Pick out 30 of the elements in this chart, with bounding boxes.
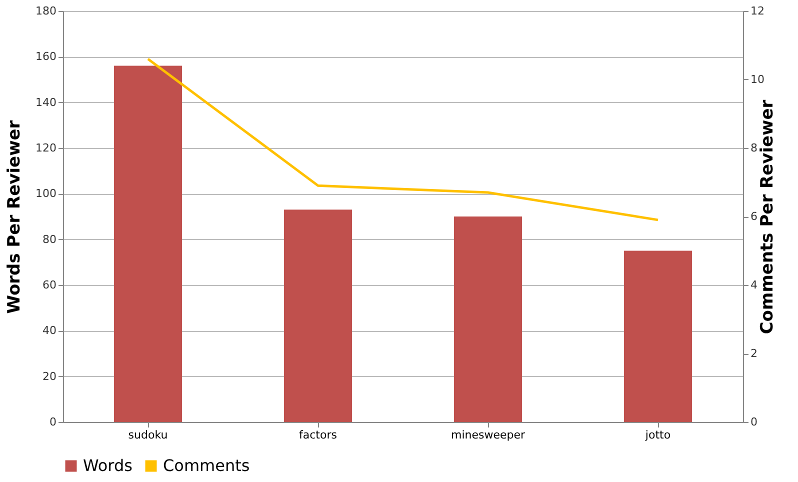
x-tick-label: factors [299,428,338,442]
y-tick-label: 160 [36,50,56,64]
y-tick-label: 180 [36,4,56,18]
y2-tick-label: 12 [750,4,764,18]
y2-tick-label: 6 [750,210,758,223]
line-series [146,58,660,222]
legend-label: Comments [163,456,250,475]
y2-tick-label: 8 [750,142,758,154]
y-tick-label: 120 [36,142,56,154]
bar [284,210,352,422]
y2-tick-label: 2 [750,347,758,360]
y-tick-label: 40 [42,324,56,338]
y-tick-label: 20 [42,370,56,383]
bar [454,216,522,422]
legend-label: Words [83,456,132,475]
bar [624,250,692,422]
x-tick-label: sudoku [128,428,168,442]
x-tick-label: minesweeper [450,428,526,442]
y-tick-label: 80 [42,232,56,246]
x-tick-label: jotto [644,428,671,442]
y2-axis-title: Comments Per Reviewer [757,99,778,334]
y-tick-label: 140 [36,96,56,109]
y-tick-label: 0 [50,416,56,428]
y2-tick-label: 0 [750,416,758,428]
y-axis-title: Words Per Reviewer [4,120,25,314]
y-tick-label: 100 [36,187,56,200]
y2-tick-label: 10 [750,73,764,86]
bar [114,66,182,422]
y-tick-label: 60 [42,278,56,292]
y2-tick-label: 4 [750,278,758,292]
